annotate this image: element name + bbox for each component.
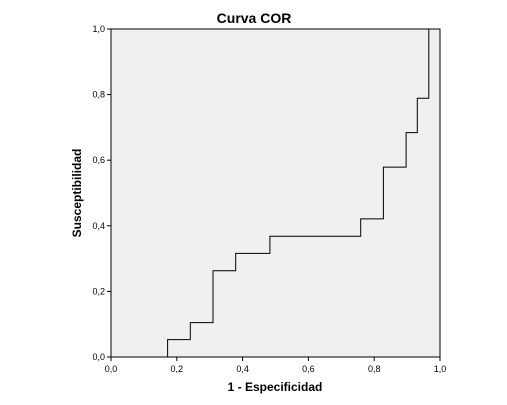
y-tick-label: 0,0 — [92, 352, 105, 362]
y-tick-label: 1,0 — [92, 24, 105, 34]
x-tick-label: 0,6 — [302, 364, 315, 374]
y-tick-label: 0,6 — [92, 155, 105, 165]
y-axis-label: Susceptibilidad — [70, 149, 84, 238]
y-tick-label: 0,4 — [92, 221, 105, 231]
x-tick-label: 0,4 — [236, 364, 249, 374]
plot-area — [110, 28, 441, 358]
y-tick-label: 0,8 — [92, 90, 105, 100]
axis-ticks: 0,0 0,2 0,4 0,6 0,8 1,0 0,0 0,2 0,4 0,6 0,8 1,0 — [92, 24, 446, 374]
y-tick-label: 0,2 — [92, 286, 105, 296]
x-axis-label: 1 - Especificidad — [228, 380, 323, 394]
chart-title: Curva COR — [217, 10, 292, 26]
x-tick-label: 0,0 — [105, 364, 118, 374]
x-tick-label: 0,2 — [171, 364, 184, 374]
x-tick-label: 1,0 — [434, 364, 447, 374]
roc-curve-line — [111, 28, 440, 358]
x-tick-label: 0,8 — [368, 364, 381, 374]
